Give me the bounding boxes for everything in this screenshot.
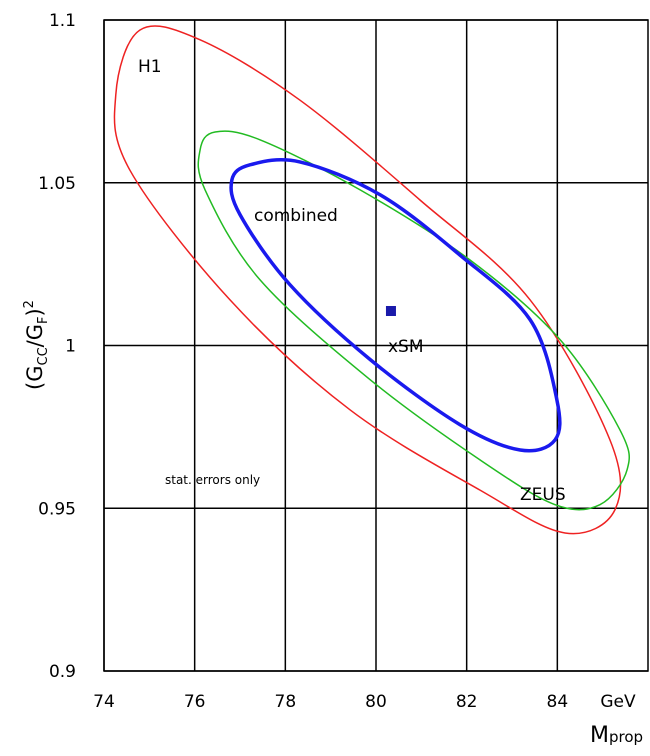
x-tick-label: 76	[184, 692, 206, 712]
x-label-main: M	[590, 723, 609, 748]
y-tick-label: 1.1	[49, 11, 76, 31]
x-tick-label: 84	[547, 692, 569, 712]
y-label-part: F	[36, 317, 51, 324]
annotation: combined	[254, 206, 338, 226]
contour	[229, 158, 562, 453]
y-label-part: /G	[23, 324, 47, 347]
y-tick-label: 1.05	[38, 174, 76, 194]
y-tick-label: 0.9	[49, 662, 76, 682]
x-tick-label: 82	[456, 692, 478, 712]
sm-point	[385, 305, 396, 316]
annotation: xSM	[388, 337, 424, 357]
annotation: ZEUS	[520, 485, 566, 505]
x-tick-label: 74	[93, 692, 115, 712]
y-tick-label: 0.95	[38, 499, 76, 519]
y-tick-label: 1	[65, 337, 76, 357]
x-tick-label: 78	[275, 692, 297, 712]
y-axis-label: (GCC/GF)2	[22, 300, 51, 390]
y-label-part: 2	[22, 300, 37, 308]
y-label-part: )	[23, 308, 47, 316]
annotation: H1	[138, 57, 162, 77]
annotation: stat. errors only	[165, 473, 260, 487]
contour	[113, 25, 622, 535]
contour	[197, 130, 631, 511]
x-unit: GeV	[600, 692, 636, 712]
y-label-part: CC	[36, 347, 51, 365]
x-axis-label: Mprop	[590, 723, 643, 748]
x-tick-label: 80	[365, 692, 387, 712]
y-label-part: (G	[23, 366, 47, 390]
x-label-sub: prop	[609, 728, 643, 746]
